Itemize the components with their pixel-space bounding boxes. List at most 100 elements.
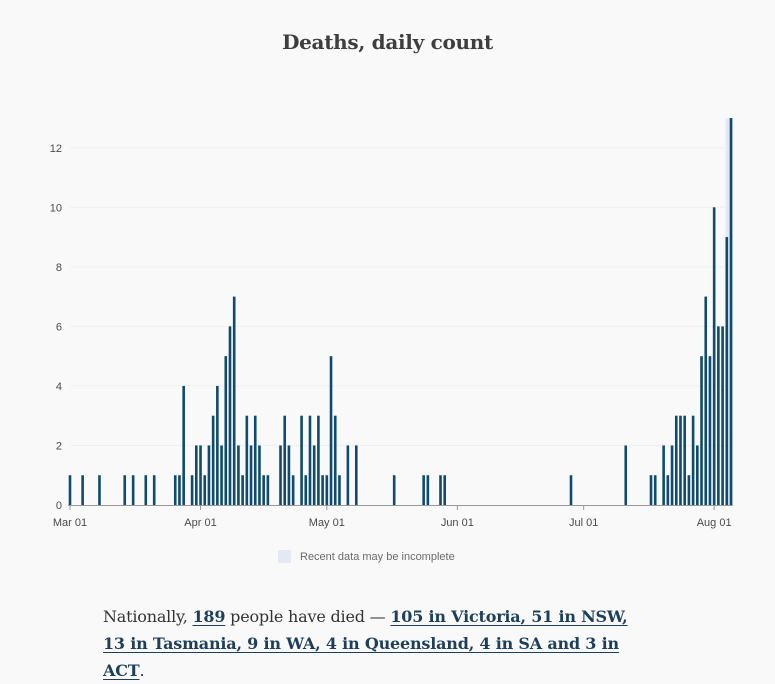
bar (569, 475, 573, 505)
bar (354, 445, 358, 505)
summary-prefix: Nationally, (103, 607, 193, 626)
bar (321, 475, 324, 505)
bar (674, 415, 678, 505)
bar (98, 475, 101, 505)
bar (312, 445, 316, 505)
bar (304, 475, 308, 505)
bar (679, 415, 682, 505)
incomplete-region (725, 118, 734, 505)
bar (700, 356, 703, 505)
bar (228, 326, 232, 505)
bar (283, 415, 287, 505)
bar (81, 475, 84, 505)
bar (173, 475, 177, 505)
x-tick-label: Apr 01 (184, 517, 216, 529)
bar (721, 326, 724, 505)
bar (704, 296, 708, 505)
x-tick-label: Mar 01 (53, 517, 87, 529)
bar (329, 356, 333, 505)
bar (258, 445, 261, 505)
y-tick-label: 6 (56, 321, 62, 333)
bar (708, 356, 712, 505)
bar (249, 445, 253, 505)
bar (144, 475, 148, 505)
bar (131, 475, 135, 505)
bar (68, 475, 72, 505)
bar (691, 415, 695, 505)
y-tick-label: 4 (56, 381, 62, 393)
bar (123, 475, 127, 505)
bar (232, 296, 236, 505)
bar (253, 415, 257, 505)
bars (68, 118, 733, 506)
y-tick-label: 12 (50, 143, 62, 155)
bar (666, 475, 670, 505)
summary-suffix: . (139, 661, 145, 680)
bar (670, 445, 674, 505)
total-deaths-link[interactable]: 189 (192, 607, 226, 626)
bar (687, 475, 691, 505)
bar (182, 385, 185, 505)
y-tick-label: 8 (56, 262, 62, 274)
x-tick-label: Aug 01 (697, 517, 732, 529)
bar (325, 475, 329, 505)
bar (439, 475, 442, 505)
bar (662, 445, 665, 505)
y-tick-label: 2 (56, 440, 62, 452)
bar (729, 118, 733, 505)
bar (696, 445, 699, 505)
bar (317, 415, 320, 505)
state-breakdown-link[interactable]: 105 in Victoria, 51 in NSW, 13 in Tasman… (103, 607, 628, 680)
bar (220, 445, 223, 505)
bar-chart: 0 2 4 6 8 10 12 Mar 01 Apr 01 May 01 Jun 01 Jul 01 A… (50, 118, 734, 529)
summary-text: Nationally, 189 people have died — 105 i… (103, 603, 643, 684)
bar (262, 475, 265, 505)
bar (712, 207, 716, 506)
bar (717, 326, 720, 505)
bar (346, 445, 350, 505)
bar (178, 475, 181, 505)
bar (207, 445, 211, 505)
bar (683, 415, 686, 505)
bar (152, 475, 156, 505)
bar (190, 475, 194, 505)
legend-label: Recent data may be incomplete (300, 550, 455, 563)
bar (426, 475, 430, 505)
x-tick-label: May 01 (309, 517, 345, 529)
bar (211, 415, 215, 505)
bar (624, 445, 628, 505)
bar (300, 415, 303, 505)
bar (279, 445, 282, 505)
bar (308, 415, 312, 505)
y-tick-label: 10 (50, 202, 62, 214)
gridlines (70, 147, 733, 446)
bar (287, 445, 291, 505)
x-tick-label: Jul 01 (569, 517, 598, 529)
bar (338, 475, 341, 505)
bar (333, 415, 337, 505)
bar (725, 237, 729, 506)
bar (443, 475, 447, 505)
legend-swatch-incomplete (278, 550, 291, 563)
bar (199, 445, 202, 505)
y-tick-label: 0 (56, 500, 62, 512)
incomplete-data-band (725, 118, 734, 505)
bar (392, 475, 396, 505)
legend: Recent data may be incomplete (278, 550, 455, 563)
bar (653, 475, 657, 505)
bar (291, 475, 295, 505)
chart-title: Deaths, daily count (282, 30, 493, 54)
bar (266, 475, 270, 505)
bar (203, 475, 207, 505)
axes: 0 2 4 6 8 10 12 Mar 01 Apr 01 May 01 Jun 01 Jul 01 A… (50, 143, 733, 529)
bar (245, 415, 249, 505)
bar (216, 385, 219, 505)
bar (241, 475, 244, 505)
bar (649, 475, 653, 505)
bar (224, 356, 228, 505)
bar (195, 445, 198, 505)
bar (237, 445, 240, 505)
x-tick-label: Jun 01 (441, 517, 474, 529)
summary-middle: people have died — (225, 607, 391, 626)
bar (422, 475, 425, 505)
